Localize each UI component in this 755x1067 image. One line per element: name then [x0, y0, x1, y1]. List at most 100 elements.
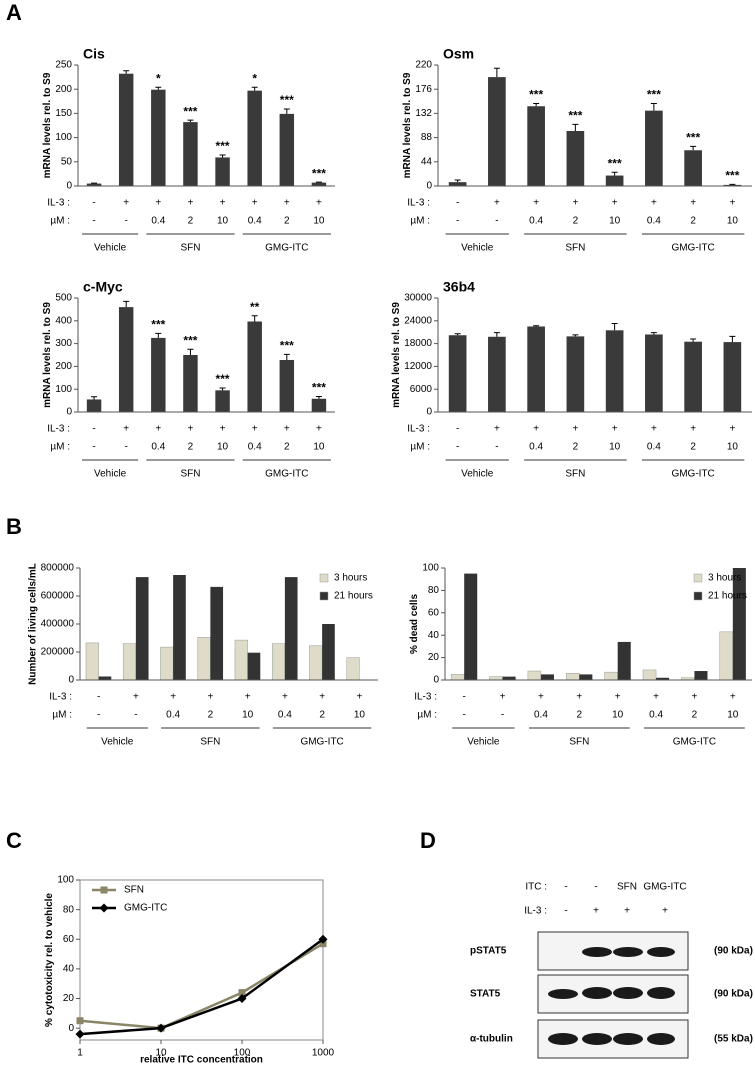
- y-tick-label: 200000: [41, 647, 75, 658]
- blot-lane: SFN: [617, 882, 637, 893]
- plot-frame: [79, 879, 324, 1041]
- y-tick-label: 300: [55, 338, 72, 349]
- group-label: GMG-ITC: [671, 243, 714, 254]
- band: [582, 987, 612, 999]
- row-label: IL-3 :: [414, 692, 437, 703]
- bar: [311, 398, 327, 412]
- group-label: GMG-ITC: [265, 469, 308, 480]
- bar: [151, 337, 166, 412]
- y-tick-label: 50: [61, 156, 73, 167]
- band: [647, 1033, 675, 1045]
- condition: +: [494, 198, 500, 209]
- bar: [579, 674, 593, 680]
- condition: +: [316, 198, 322, 209]
- error-bar: [493, 332, 500, 337]
- bar: [684, 150, 702, 186]
- condition: -: [92, 216, 95, 227]
- error-bar: [533, 325, 540, 327]
- x-tick-label: 1: [77, 1048, 83, 1059]
- y-tick-label: 88: [421, 132, 433, 143]
- error-bar: [454, 179, 461, 183]
- bar: [464, 573, 478, 680]
- condition: +: [690, 198, 696, 209]
- bar: [645, 110, 663, 186]
- y-tick-label: 40: [63, 964, 75, 975]
- band: [548, 1033, 578, 1045]
- condition: 2: [690, 216, 696, 227]
- condition: 0.4: [529, 216, 543, 227]
- condition: +: [170, 692, 176, 703]
- marker: [99, 903, 109, 913]
- condition: 10: [217, 442, 229, 453]
- bar: [723, 184, 742, 186]
- row-label: IL-3 :: [47, 198, 70, 209]
- condition: -: [92, 424, 95, 435]
- group-label: Vehicle: [461, 243, 494, 254]
- significance: ***: [183, 104, 197, 118]
- condition: -: [456, 424, 459, 435]
- condition: -: [97, 710, 100, 721]
- bar: [527, 106, 545, 186]
- chart-title: 36b4: [443, 279, 475, 295]
- significance: ***: [312, 166, 326, 180]
- y-tick-label: 400: [55, 315, 72, 326]
- y-tick-label: 100: [55, 384, 72, 395]
- condition: +: [572, 424, 578, 435]
- chart-title: Cis: [83, 46, 105, 62]
- y-tick-label: 0: [66, 407, 72, 418]
- error-bar: [219, 387, 226, 391]
- row-label: µM :: [410, 216, 430, 227]
- bar: [346, 657, 360, 681]
- condition: 2: [284, 216, 290, 227]
- significance: ***: [312, 381, 326, 395]
- condition: 0.4: [647, 216, 661, 227]
- group-label: SFN: [565, 243, 585, 254]
- blot-band-size: (55 kDa): [714, 1034, 753, 1045]
- legend-swatch: [693, 591, 703, 601]
- error-bar: [283, 108, 290, 114]
- condition: -: [495, 216, 498, 227]
- bar: [488, 336, 506, 412]
- bar: [234, 639, 248, 681]
- marker: [75, 1029, 85, 1039]
- y-tick-label: 0: [433, 675, 439, 686]
- error-bar: [454, 333, 461, 336]
- bar: [135, 577, 149, 680]
- bar: [489, 676, 503, 681]
- significance: ***: [647, 88, 661, 102]
- condition: -: [456, 216, 459, 227]
- bar: [732, 568, 746, 680]
- condition: -: [463, 710, 466, 721]
- condition: 0.4: [278, 710, 292, 721]
- y-tick-label: 150: [55, 108, 72, 119]
- group-label: SFN: [569, 737, 589, 748]
- legend-label: 3 hours: [334, 573, 367, 584]
- condition: 0.4: [647, 442, 661, 453]
- condition: 10: [313, 442, 325, 453]
- condition: +: [612, 424, 618, 435]
- group-label: GMG-ITC: [671, 469, 714, 480]
- bar: [656, 677, 670, 680]
- y-tick-label: 100: [55, 132, 72, 143]
- blot-row-label: IL-3 :: [524, 906, 547, 917]
- error-bar: [611, 171, 618, 176]
- y-tick-label: 20: [428, 652, 440, 663]
- bar: [311, 182, 327, 186]
- group-label: SFN: [180, 243, 200, 254]
- x-tick-label: 1000: [312, 1048, 335, 1059]
- y-axis-label: mRNA levels rel. to S9: [42, 302, 53, 408]
- error-bar: [187, 348, 194, 355]
- y-axis-label: % dead cells: [409, 594, 420, 654]
- condition: -: [463, 692, 466, 703]
- significance: ***: [183, 333, 197, 347]
- condition: -: [456, 442, 459, 453]
- condition: +: [252, 198, 258, 209]
- condition: -: [456, 198, 459, 209]
- condition: 2: [690, 442, 696, 453]
- error-bar: [690, 145, 697, 151]
- condition: +: [692, 692, 698, 703]
- legend-swatch: [693, 573, 703, 583]
- y-tick-label: 176: [415, 84, 432, 95]
- legend-label: SFN: [124, 885, 144, 896]
- group-label: SFN: [180, 469, 200, 480]
